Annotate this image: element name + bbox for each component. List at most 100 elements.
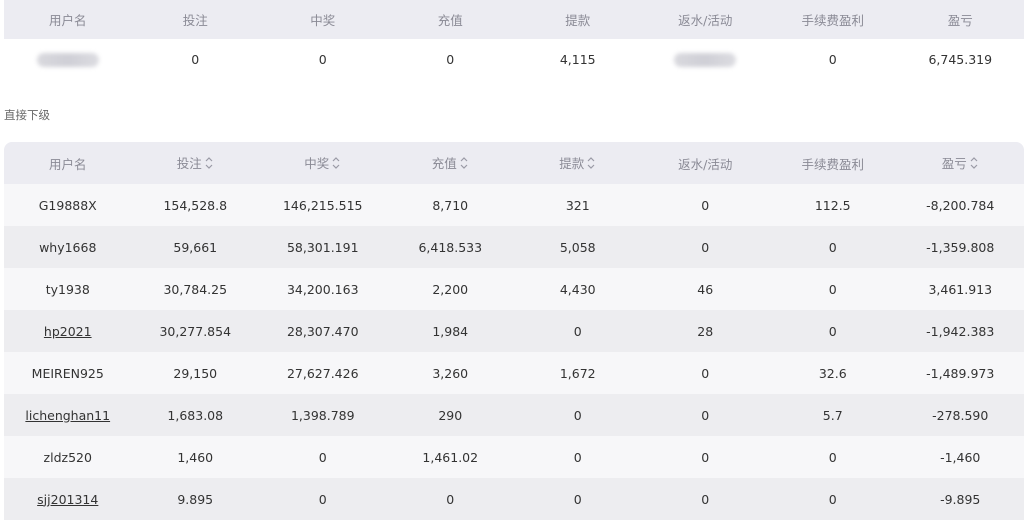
username-link[interactable]: sjj201314 bbox=[37, 492, 98, 507]
cell-pl: -1,359.808 bbox=[897, 226, 1024, 268]
sort-icon[interactable] bbox=[204, 156, 214, 173]
cell-win: 0 bbox=[259, 478, 387, 520]
cell-deposit: 6,418.533 bbox=[387, 226, 515, 268]
cell-deposit: 1,984 bbox=[387, 310, 515, 352]
cell-deposit: 8,710 bbox=[387, 184, 515, 226]
cell-withdraw: 0 bbox=[514, 394, 642, 436]
sub-col-win[interactable]: 中奖 bbox=[259, 142, 387, 184]
cell-bet: 30,784.25 bbox=[132, 268, 260, 310]
cell-fee: 0 bbox=[769, 226, 897, 268]
cell-withdraw: 1,672 bbox=[514, 352, 642, 394]
cell-rebate: 0 bbox=[642, 436, 770, 478]
cell-username: why1668 bbox=[4, 226, 132, 268]
cell-bet: 59,661 bbox=[132, 226, 260, 268]
summary-username bbox=[4, 39, 132, 79]
username-link[interactable]: hp2021 bbox=[44, 324, 92, 339]
cell-withdraw: 0 bbox=[514, 310, 642, 352]
redacted-username bbox=[37, 53, 99, 67]
cell-withdraw: 0 bbox=[514, 436, 642, 478]
col-fee-profit: 手续费盈利 bbox=[769, 0, 897, 39]
col-win: 中奖 bbox=[259, 0, 387, 39]
cell-win: 27,627.426 bbox=[259, 352, 387, 394]
cell-pl: -278.590 bbox=[897, 394, 1024, 436]
sub-col-bet[interactable]: 投注 bbox=[132, 142, 260, 184]
sub-col-deposit[interactable]: 充值 bbox=[387, 142, 515, 184]
cell-rebate: 0 bbox=[642, 478, 770, 520]
subordinates-panel: 用户名 投注 中奖 充值 提款 返水/活动 手续费盈利 盈亏 G19888X 1… bbox=[4, 142, 1024, 520]
cell-fee: 0 bbox=[769, 436, 897, 478]
summary-fee-profit: 0 bbox=[769, 39, 897, 79]
cell-bet: 9.895 bbox=[132, 478, 260, 520]
summary-deposit: 0 bbox=[387, 39, 515, 79]
col-rebate: 返水/活动 bbox=[642, 0, 770, 39]
username-link[interactable]: lichenghan11 bbox=[25, 408, 110, 423]
sub-col-profit-loss[interactable]: 盈亏 bbox=[897, 142, 1024, 184]
sort-icon[interactable] bbox=[969, 156, 979, 173]
subordinates-table: 用户名 投注 中奖 充值 提款 返水/活动 手续费盈利 盈亏 G19888X 1… bbox=[4, 142, 1024, 520]
cell-win: 146,215.515 bbox=[259, 184, 387, 226]
summary-panel: 用户名 投注 中奖 充值 提款 返水/活动 手续费盈利 盈亏 0 0 0 4,1… bbox=[4, 0, 1024, 79]
col-withdraw: 提款 bbox=[514, 0, 642, 39]
cell-fee: 32.6 bbox=[769, 352, 897, 394]
cell-rebate: 0 bbox=[642, 184, 770, 226]
table-row: why1668 59,661 58,301.191 6,418.533 5,05… bbox=[4, 226, 1024, 268]
table-row: hp2021 30,277.854 28,307.470 1,984 0 28 … bbox=[4, 310, 1024, 352]
cell-win: 34,200.163 bbox=[259, 268, 387, 310]
cell-win: 1,398.789 bbox=[259, 394, 387, 436]
cell-username: G19888X bbox=[4, 184, 132, 226]
summary-header-row: 用户名 投注 中奖 充值 提款 返水/活动 手续费盈利 盈亏 bbox=[4, 0, 1024, 39]
sub-col-withdraw[interactable]: 提款 bbox=[514, 142, 642, 184]
cell-username: MEIREN925 bbox=[4, 352, 132, 394]
cell-username-link[interactable]: hp2021 bbox=[4, 310, 132, 352]
table-row: G19888X 154,528.8 146,215.515 8,710 321 … bbox=[4, 184, 1024, 226]
cell-pl: -9.895 bbox=[897, 478, 1024, 520]
redacted-rebate bbox=[674, 53, 736, 67]
cell-rebate: 0 bbox=[642, 226, 770, 268]
cell-win: 28,307.470 bbox=[259, 310, 387, 352]
cell-withdraw: 4,430 bbox=[514, 268, 642, 310]
col-profit-loss: 盈亏 bbox=[897, 0, 1024, 39]
table-row: sjj201314 9.895 0 0 0 0 0 -9.895 bbox=[4, 478, 1024, 520]
cell-bet: 154,528.8 bbox=[132, 184, 260, 226]
col-deposit: 充值 bbox=[387, 0, 515, 39]
cell-rebate: 28 bbox=[642, 310, 770, 352]
cell-username-link[interactable]: lichenghan11 bbox=[4, 394, 132, 436]
summary-row: 0 0 0 4,115 0 6,745.319 bbox=[4, 39, 1024, 79]
table-row: ty1938 30,784.25 34,200.163 2,200 4,430 … bbox=[4, 268, 1024, 310]
summary-rebate bbox=[642, 39, 770, 79]
cell-fee: 0 bbox=[769, 478, 897, 520]
cell-win: 58,301.191 bbox=[259, 226, 387, 268]
subordinates-header-row: 用户名 投注 中奖 充值 提款 返水/活动 手续费盈利 盈亏 bbox=[4, 142, 1024, 184]
sort-icon[interactable] bbox=[586, 156, 596, 173]
cell-pl: -1,942.383 bbox=[897, 310, 1024, 352]
sort-icon[interactable] bbox=[331, 156, 341, 173]
table-row: zldz520 1,460 0 1,461.02 0 0 0 -1,460 bbox=[4, 436, 1024, 478]
sub-col-fee-profit: 手续费盈利 bbox=[769, 142, 897, 184]
sort-icon[interactable] bbox=[459, 156, 469, 173]
cell-username-link[interactable]: sjj201314 bbox=[4, 478, 132, 520]
cell-bet: 30,277.854 bbox=[132, 310, 260, 352]
sub-col-username: 用户名 bbox=[4, 142, 132, 184]
cell-deposit: 3,260 bbox=[387, 352, 515, 394]
cell-bet: 1,460 bbox=[132, 436, 260, 478]
cell-rebate: 46 bbox=[642, 268, 770, 310]
table-row: MEIREN925 29,150 27,627.426 3,260 1,672 … bbox=[4, 352, 1024, 394]
cell-win: 0 bbox=[259, 436, 387, 478]
cell-bet: 1,683.08 bbox=[132, 394, 260, 436]
cell-pl: -8,200.784 bbox=[897, 184, 1024, 226]
col-bet: 投注 bbox=[132, 0, 260, 39]
summary-withdraw: 4,115 bbox=[514, 39, 642, 79]
cell-fee: 0 bbox=[769, 310, 897, 352]
cell-deposit: 2,200 bbox=[387, 268, 515, 310]
cell-fee: 0 bbox=[769, 268, 897, 310]
cell-withdraw: 5,058 bbox=[514, 226, 642, 268]
cell-deposit: 1,461.02 bbox=[387, 436, 515, 478]
cell-deposit: 0 bbox=[387, 478, 515, 520]
summary-win: 0 bbox=[259, 39, 387, 79]
summary-bet: 0 bbox=[132, 39, 260, 79]
sub-col-rebate: 返水/活动 bbox=[642, 142, 770, 184]
summary-profit-loss: 6,745.319 bbox=[897, 39, 1024, 79]
col-username: 用户名 bbox=[4, 0, 132, 39]
summary-table: 用户名 投注 中奖 充值 提款 返水/活动 手续费盈利 盈亏 0 0 0 4,1… bbox=[4, 0, 1024, 79]
cell-rebate: 0 bbox=[642, 352, 770, 394]
